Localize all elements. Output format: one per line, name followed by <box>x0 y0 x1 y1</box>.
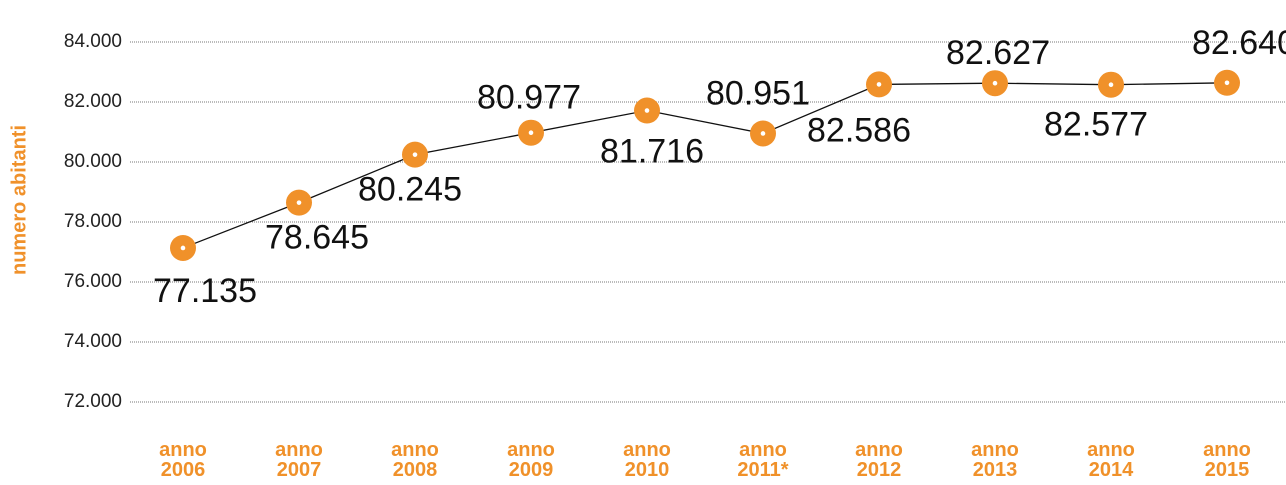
data-label: 82.640 <box>1192 24 1286 62</box>
marker-dot <box>1224 80 1230 86</box>
data-label: 82.577 <box>1044 106 1148 144</box>
data-label: 77.135 <box>153 272 257 310</box>
x-tick-label: anno 2007 <box>275 439 323 481</box>
data-label: 80.951 <box>706 74 810 112</box>
marker-dot <box>992 80 998 86</box>
x-tick-label: anno 2012 <box>855 439 903 481</box>
marker-dot <box>1108 82 1114 87</box>
data-label: 80.245 <box>358 171 462 209</box>
y-tick-label: 78.000 <box>64 211 122 232</box>
y-tick-label: 84.000 <box>64 31 122 52</box>
x-tick-label: anno 2015 <box>1203 439 1251 481</box>
x-tick-label: anno 2011* <box>737 439 789 481</box>
marker-dot <box>528 130 534 135</box>
x-tick-label: anno 2014 <box>1087 439 1135 481</box>
data-label: 80.977 <box>477 79 581 117</box>
x-tick-label: anno 2009 <box>507 439 555 481</box>
data-label: 81.716 <box>600 133 704 171</box>
x-tick-label: anno 2008 <box>391 439 439 481</box>
y-tick-label: 80.000 <box>64 151 122 172</box>
marker-dot <box>296 200 302 205</box>
data-label: 82.627 <box>946 34 1050 72</box>
data-label: 78.645 <box>265 219 369 257</box>
y-tick-label: 72.000 <box>64 391 122 412</box>
x-tick-label: anno 2006 <box>159 439 207 481</box>
line <box>182 82 1228 249</box>
marker-dot <box>876 82 882 87</box>
y-tick-label: 76.000 <box>64 271 122 292</box>
y-tick-label: 82.000 <box>64 91 122 112</box>
marker-dot <box>412 152 418 157</box>
y-tick-label: 74.000 <box>64 331 122 352</box>
marker-dot <box>644 108 650 113</box>
marker-dot <box>760 131 766 136</box>
marker-dot <box>180 245 186 251</box>
y-axis-title: numero abitanti <box>8 125 30 275</box>
data-label: 82.586 <box>807 111 911 149</box>
x-tick-label: anno 2013 <box>971 439 1019 481</box>
x-tick-label: anno 2010 <box>623 439 671 481</box>
